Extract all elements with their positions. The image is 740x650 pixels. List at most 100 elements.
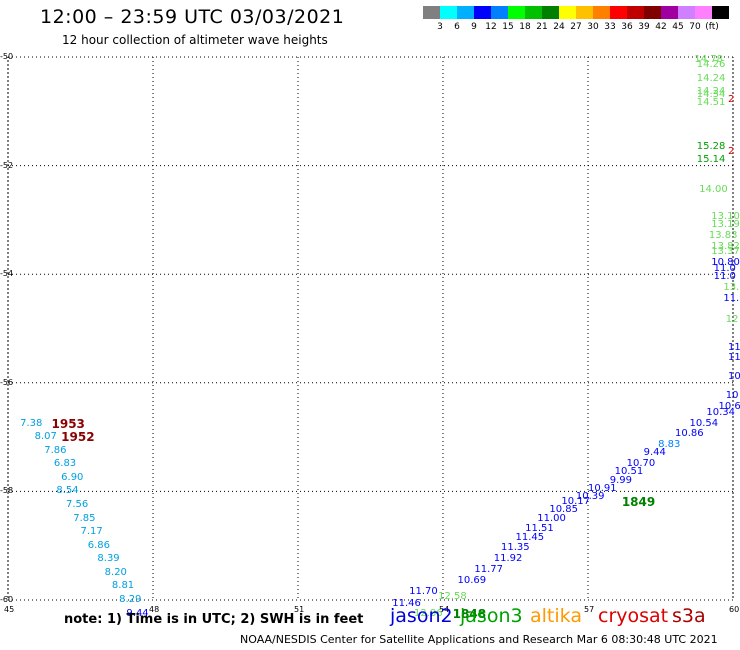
swh-value: 11 <box>728 341 740 353</box>
scale-label: 21 <box>536 22 548 32</box>
swh-value: 7.56 <box>66 498 89 510</box>
satellite-jason2: jason2 <box>390 605 453 627</box>
swh-value: 13.37 <box>711 246 740 258</box>
swh-value: 13. <box>723 281 740 293</box>
swh-value: 2 <box>728 146 735 158</box>
scale-label: 33 <box>604 22 616 32</box>
scale-swatch <box>593 6 610 19</box>
swh-value: 10.17 <box>561 496 591 508</box>
swh-value: 11.70 <box>409 585 438 597</box>
swh-value: 2 <box>728 94 735 106</box>
scale-swatch <box>576 6 593 19</box>
swh-value: 8.07 <box>34 431 57 443</box>
swh-value: 10.85 <box>549 504 578 516</box>
swh-value: 13.10 <box>711 211 740 223</box>
scale-label: (ft) <box>705 22 719 32</box>
swh-value: 8.20 <box>104 566 127 578</box>
swh-value: 10.86 <box>675 428 704 440</box>
swh-value: 8.54 <box>56 485 79 497</box>
time-label: 1952 <box>61 430 95 445</box>
swh-value: 7.86 <box>44 444 67 456</box>
credit-line: NOAA/NESDIS Center for Satellite Applica… <box>240 633 718 646</box>
time-label: 1849 <box>621 495 656 510</box>
swh-value: 13.82 <box>711 241 740 253</box>
map-frame <box>7 56 734 601</box>
swh-value: 14.26 <box>696 59 726 71</box>
swh-value: 9.44 <box>126 607 149 619</box>
scale-label: 18 <box>519 22 531 32</box>
satellite-s3a: s3a <box>672 605 706 627</box>
y-tick-label: -60 <box>0 595 14 604</box>
scale-label: 15 <box>502 22 514 32</box>
scale-label: 70 <box>689 22 701 32</box>
swh-value: 10 <box>725 390 739 402</box>
scale-swatch <box>491 6 508 19</box>
map-subtitle: 12 hour collection of altimeter wave hei… <box>62 33 328 47</box>
swh-value: 14.51 <box>696 97 726 109</box>
y-tick-label: -54 <box>0 269 14 279</box>
scale-label: 39 <box>638 22 650 32</box>
swh-value: 11.00 <box>537 512 566 524</box>
y-tick-label: -50 <box>0 52 14 61</box>
swh-value: 8.83 <box>658 439 681 451</box>
swh-value: 14.78 <box>694 53 723 65</box>
swh-value: 10.80 <box>711 257 740 269</box>
swh-value: 9.99 <box>609 474 633 486</box>
swh-value: 12.58 <box>438 591 467 603</box>
scale-label: 6 <box>454 22 460 32</box>
swh-value: 7.38 <box>20 417 43 429</box>
swh-value: 12.86 <box>414 607 443 619</box>
swh-value: 8.81 <box>111 580 135 592</box>
swh-value: 11.51 <box>525 523 554 535</box>
swh-value: 11.35 <box>501 542 530 554</box>
x-tick-label: 54 <box>439 605 450 614</box>
swh-value: 11 <box>728 352 740 364</box>
y-tick-label: -58 <box>0 486 14 496</box>
scale-swatch <box>542 6 559 19</box>
swh-value: 10.68 <box>718 401 740 413</box>
swh-value: 11.9 <box>723 292 740 304</box>
swh-value: 10.39 <box>575 490 605 502</box>
scale-swatch <box>440 6 457 19</box>
swh-value: 7.85 <box>73 512 96 524</box>
swh-value: 6.86 <box>87 539 111 551</box>
swh-value: 10.69 <box>457 574 487 586</box>
swh-value: 13.83 <box>708 230 738 242</box>
swh-value: 12 <box>725 314 739 326</box>
swh-value: 8.39 <box>97 553 120 565</box>
satellite-altika: altika <box>530 605 582 627</box>
x-tick-label: 45 <box>4 605 15 614</box>
scale-swatch <box>695 6 712 19</box>
swh-value: 14.24 <box>696 72 726 84</box>
scale-swatch <box>423 6 440 19</box>
swh-value: 10.70 <box>626 458 656 470</box>
map-title: 12:00 – 23:59 UTC 03/03/2021 <box>40 6 345 28</box>
footnote: note: 1) Time is in UTC; 2) SWH is in fe… <box>64 612 364 627</box>
swh-value: 10.51 <box>614 466 644 478</box>
time-label: 1953 <box>51 416 85 431</box>
scale-label: 9 <box>471 22 477 32</box>
x-tick-label: 57 <box>584 605 595 614</box>
scale-label: 24 <box>553 22 565 32</box>
swh-value: 11.0 <box>713 270 736 282</box>
scale-label: 45 <box>672 22 684 32</box>
scale-swatch <box>712 6 729 19</box>
swh-value: 7.17 <box>80 526 103 538</box>
swh-value: 10.34 <box>706 406 736 418</box>
swh-value: 10.91 <box>588 482 617 494</box>
scale-label: 30 <box>587 22 599 32</box>
satellite-cryosat: cryosat <box>598 605 669 627</box>
scale-swatch <box>627 6 644 19</box>
scale-swatch <box>610 6 627 19</box>
swh-value: 10 <box>728 371 740 383</box>
x-tick-label: 48 <box>149 605 160 614</box>
scale-label: 42 <box>655 22 667 32</box>
swh-value: 15.28 <box>696 140 726 152</box>
swh-value: 11.46 <box>392 597 421 609</box>
scale-swatch <box>661 6 678 19</box>
swh-value: 14.00 <box>699 184 728 196</box>
scale-swatch <box>525 6 542 19</box>
scale-swatch <box>457 6 474 19</box>
swh-value: 8.29 <box>119 594 142 605</box>
